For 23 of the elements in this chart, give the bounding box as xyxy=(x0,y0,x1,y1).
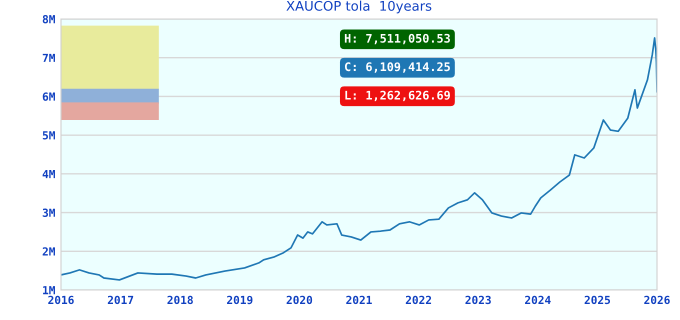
y-tick-label: 4M xyxy=(42,170,55,178)
annotation: H: 7,511,050.53 xyxy=(344,34,450,44)
y-tick-label: 3M xyxy=(42,208,55,217)
x-tick-label: 2018 xyxy=(167,296,193,304)
x-tick-label: 2024 xyxy=(525,296,551,304)
x-tick-label: 2025 xyxy=(584,296,610,304)
x-tick-label: 2026 xyxy=(644,296,670,304)
annotation: C: 6,109,414.25 xyxy=(344,62,450,73)
x-tick-label: 2021 xyxy=(346,296,372,304)
x-tick-label: 2022 xyxy=(406,296,432,304)
x-tick-label: 2016 xyxy=(48,296,74,304)
y-tick-label: 8M xyxy=(42,14,55,24)
chart-title: XAUCOP tola 10years xyxy=(286,0,432,14)
x-tick-label: 2017 xyxy=(108,296,134,304)
x-tick-label: 2020 xyxy=(286,296,312,304)
y-tick-label: 5M xyxy=(42,131,55,140)
y-tick-label: 7M xyxy=(42,54,55,62)
y-tick-label: 1M xyxy=(43,286,55,294)
y-tick-label: 2M xyxy=(42,247,55,256)
x-tick-label: 2019 xyxy=(227,296,252,304)
x-tick-label: 2023 xyxy=(465,296,491,304)
y-tick-label: 6M xyxy=(42,92,55,101)
annotation: L: 1,262,626.69 xyxy=(345,90,450,102)
